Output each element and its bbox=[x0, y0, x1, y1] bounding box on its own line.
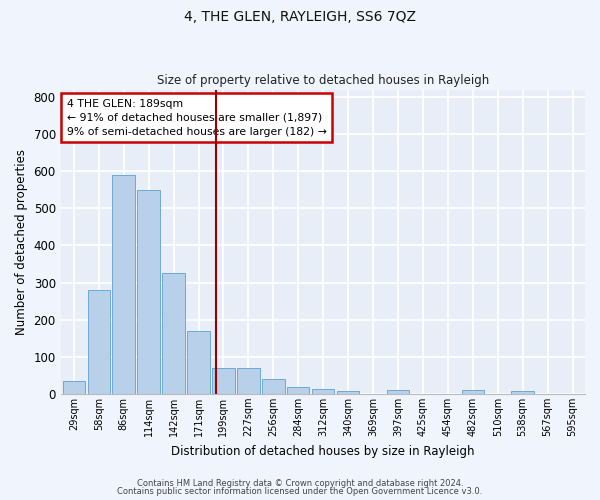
Bar bbox=[337, 391, 359, 394]
Bar bbox=[237, 368, 260, 394]
Text: 4 THE GLEN: 189sqm
← 91% of detached houses are smaller (1,897)
9% of semi-detac: 4 THE GLEN: 189sqm ← 91% of detached hou… bbox=[67, 98, 326, 136]
Bar bbox=[137, 190, 160, 394]
Text: Contains public sector information licensed under the Open Government Licence v3: Contains public sector information licen… bbox=[118, 487, 482, 496]
Y-axis label: Number of detached properties: Number of detached properties bbox=[15, 148, 28, 334]
Bar bbox=[62, 381, 85, 394]
Bar bbox=[387, 390, 409, 394]
Bar bbox=[511, 391, 534, 394]
Title: Size of property relative to detached houses in Rayleigh: Size of property relative to detached ho… bbox=[157, 74, 490, 87]
Bar bbox=[88, 290, 110, 394]
Bar bbox=[287, 387, 310, 394]
Bar bbox=[262, 379, 284, 394]
Text: Contains HM Land Registry data © Crown copyright and database right 2024.: Contains HM Land Registry data © Crown c… bbox=[137, 478, 463, 488]
Bar bbox=[461, 390, 484, 394]
Bar bbox=[187, 331, 210, 394]
Bar bbox=[163, 274, 185, 394]
Text: 4, THE GLEN, RAYLEIGH, SS6 7QZ: 4, THE GLEN, RAYLEIGH, SS6 7QZ bbox=[184, 10, 416, 24]
Bar bbox=[112, 175, 135, 394]
Bar bbox=[312, 390, 334, 394]
Bar bbox=[212, 368, 235, 394]
X-axis label: Distribution of detached houses by size in Rayleigh: Distribution of detached houses by size … bbox=[172, 444, 475, 458]
